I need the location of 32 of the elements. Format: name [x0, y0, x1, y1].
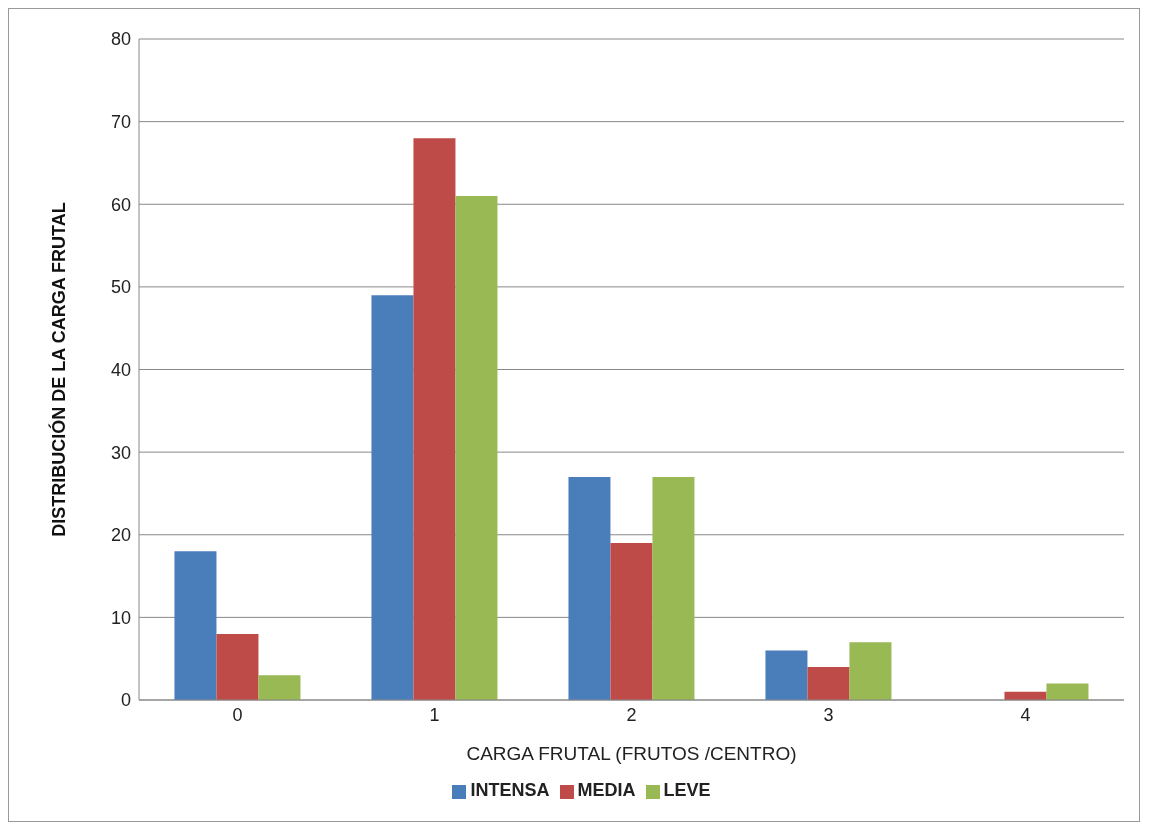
y-tick-label: 50	[110, 277, 131, 298]
y-tick-label: 0	[120, 690, 131, 711]
x-tick-label: 2	[626, 704, 637, 725]
bar	[568, 476, 611, 700]
x-axis-title: CARGA FRUTAL (FRUTOS /CENTRO)	[466, 743, 797, 764]
y-tick-label: 20	[110, 525, 131, 546]
bar	[174, 551, 217, 700]
x-tick-label: 1	[429, 704, 440, 725]
y-tick-label: 60	[110, 194, 131, 215]
y-tick-label: 30	[110, 442, 131, 463]
x-tick-label: 4	[1020, 704, 1031, 725]
bar	[258, 675, 301, 700]
y-tick-label: 70	[110, 112, 131, 133]
y-tick-label: 40	[110, 359, 131, 380]
bar	[455, 195, 498, 700]
bar	[413, 138, 456, 700]
x-tick-label: 0	[232, 704, 243, 725]
legend-label: MEDIA	[577, 780, 636, 800]
bar	[1046, 683, 1089, 700]
y-tick-label: 10	[110, 607, 131, 628]
y-axis-title: DISTRIBUCIÓN DE LA CARGA FRUTAL	[48, 202, 70, 537]
legend-label: LEVE	[663, 780, 711, 800]
bar	[807, 666, 850, 700]
y-tick-label: 80	[110, 29, 131, 50]
bar	[765, 650, 808, 700]
bar	[652, 476, 695, 700]
x-tick-label: 3	[823, 704, 834, 725]
legend-label: INTENSA	[470, 780, 550, 800]
bar	[216, 633, 259, 700]
bar	[371, 295, 414, 700]
bar	[849, 642, 892, 700]
bar	[610, 543, 653, 700]
